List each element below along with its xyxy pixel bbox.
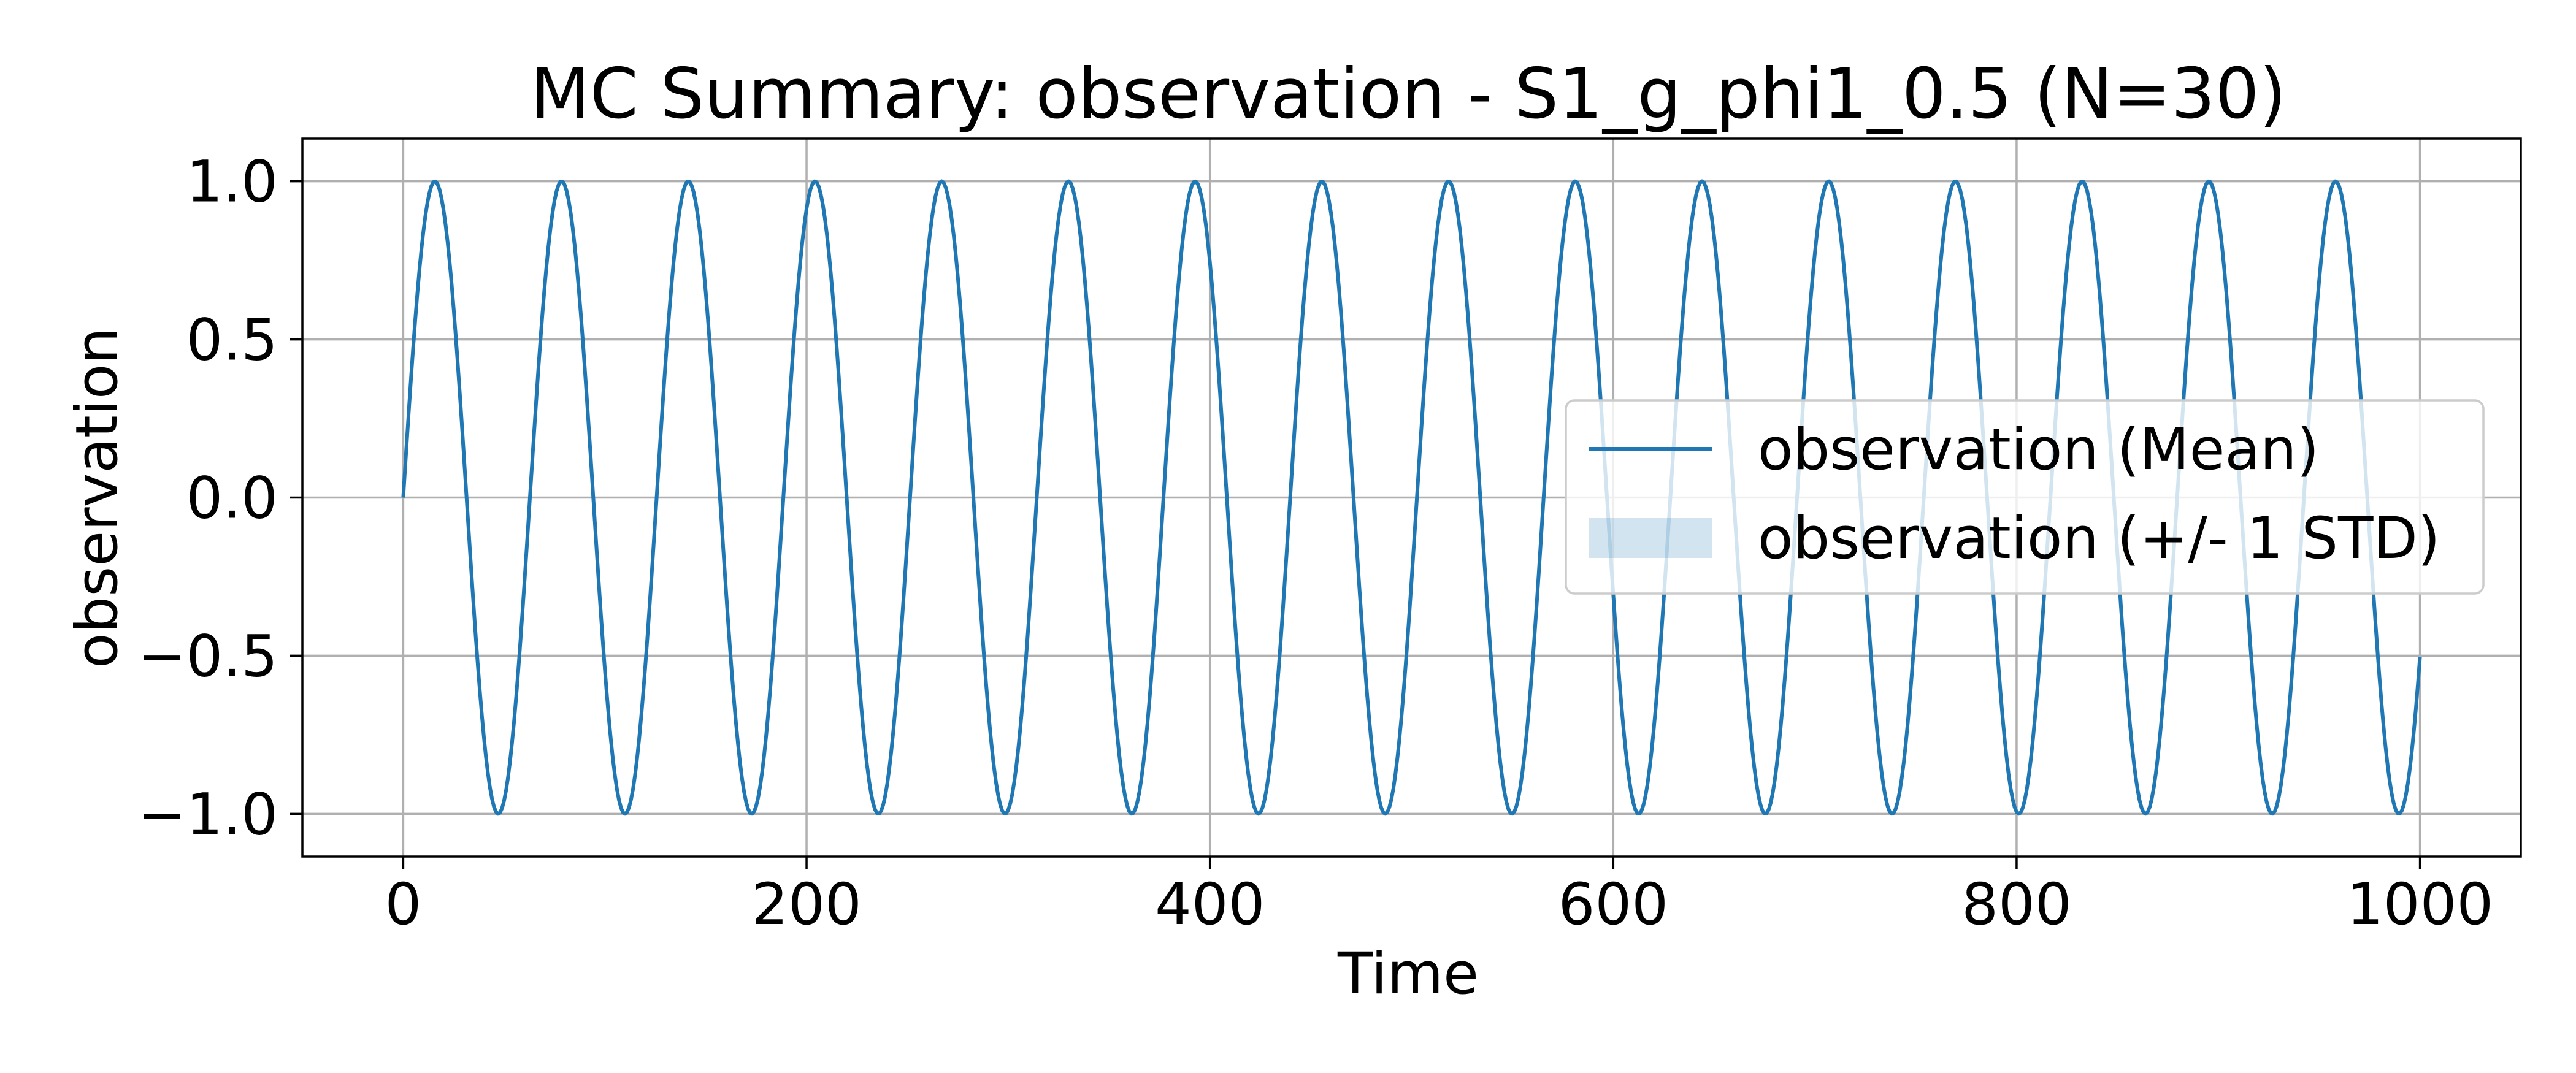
y-tick-label: −0.5 — [138, 623, 278, 690]
x-tick-label: 800 — [1961, 871, 2071, 938]
x-axis-label: Time — [1337, 941, 1479, 1007]
mean-line — [401, 179, 2422, 816]
legend-label-std: observation (+/- 1 STD) — [1758, 505, 2440, 572]
x-tick-label: 200 — [751, 871, 861, 938]
x-axis-ticks: 0 200 400 600 800 1000 — [385, 857, 2493, 938]
y-axis-label: observation — [64, 327, 131, 668]
legend-box — [1565, 399, 2485, 595]
legend-label-mean: observation (Mean) — [1758, 416, 2319, 483]
y-tick-label: 0.0 — [186, 465, 278, 532]
x-tick-label: 400 — [1155, 871, 1265, 938]
x-tick-label: 0 — [385, 871, 422, 938]
legend: observation (Mean) observation (+/- 1 ST… — [1565, 399, 2485, 595]
chart-title: MC Summary: observation - S1_g_phi1_0.5 … — [530, 53, 2286, 134]
y-tick-label: 0.5 — [186, 307, 278, 374]
legend-band-swatch — [1589, 518, 1712, 558]
y-tick-label: 1.0 — [186, 149, 278, 216]
y-tick-label: −1.0 — [138, 781, 278, 848]
x-tick-label: 1000 — [2347, 871, 2493, 938]
x-tick-label: 600 — [1558, 871, 1668, 938]
y-axis-ticks: 1.0 0.5 0.0 −0.5 −1.0 — [138, 149, 302, 848]
